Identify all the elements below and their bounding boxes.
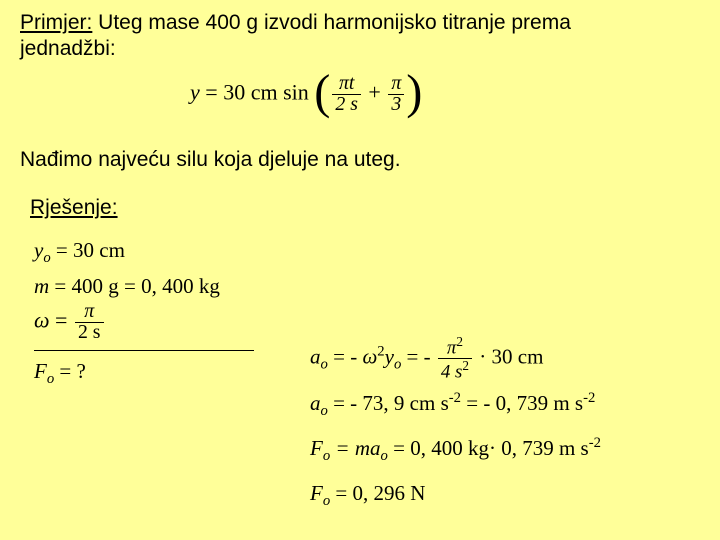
r2-rest-a: = - 73, 9 cm s	[333, 391, 449, 415]
divider	[34, 350, 254, 351]
y0-val: = 30 cm	[51, 238, 125, 262]
solution-label: Rješenje:	[30, 196, 700, 220]
r2-rest-b: = - 0, 739 m s	[466, 391, 583, 415]
r1-fnum: π	[447, 337, 456, 358]
page: Primjer: Uteg mase 400 g izvodi harmonij…	[0, 0, 720, 540]
eq-plus: +	[368, 79, 380, 104]
omega-den: 2 s	[75, 322, 104, 343]
fo-F: F	[34, 359, 47, 383]
r4-F: F	[310, 481, 323, 505]
task-line: Nađimo najveću silu koja djeluje na uteg…	[20, 148, 700, 172]
eq-frac2-den: 3	[388, 94, 404, 115]
omega-eq: =	[55, 307, 67, 332]
problem-line1: Uteg mase 400 g izvodi harmonijsko titra…	[92, 11, 571, 34]
eq-frac1: πt 2 s	[332, 74, 361, 115]
r1-omega: ω	[362, 345, 377, 369]
r1-y: y	[385, 345, 394, 369]
step-ao-value: ao = - 73, 9 cm s-2 = - 0, 739 m s-2	[310, 382, 601, 427]
r1-fden: 4 s	[441, 362, 463, 383]
omega-sym: ω	[34, 307, 50, 332]
problem-line2: jednadžbi:	[20, 37, 116, 60]
step-fo-formula: Fo = mao = 0, 400 kg· 0, 739 m s-2	[310, 427, 601, 472]
r4-rest: = 0, 296 N	[335, 481, 425, 505]
primjer-label: Primjer:	[20, 11, 92, 34]
r1-neg: -	[350, 345, 362, 369]
y0-sub: o	[43, 250, 50, 266]
eq-lhs: y	[190, 79, 200, 104]
r3-tail: = 0, 400 kg· 0, 739 m s	[393, 436, 589, 460]
m-val2: = 0, 400 kg	[119, 274, 220, 298]
r1-frac: π2 4 s2	[438, 335, 472, 382]
step-ao-formula: ao = - ω2yo = - π2 4 s2 · 30 cm	[310, 335, 601, 382]
eq-rhs-pre: 30 cm sin	[223, 79, 309, 104]
m-sym: m	[34, 274, 49, 298]
y0-sym: y	[34, 238, 43, 262]
r1-eq2: =	[407, 345, 424, 369]
r3-F: F	[310, 436, 323, 460]
step-fo-result: Fo = 0, 296 N	[310, 472, 601, 517]
fo-rest: = ?	[54, 359, 86, 383]
given-block: yo = 30 cm m = 400 g = 0, 400 kg	[34, 234, 700, 304]
solution-steps: ao = - ω2yo = - π2 4 s2 · 30 cm ao = - 7…	[310, 335, 601, 516]
eq-frac1-num: πt	[332, 74, 361, 94]
r1-eq1: =	[333, 345, 350, 369]
eq-frac2: π 3	[388, 74, 404, 115]
r3-mid: = ma	[335, 436, 380, 460]
eq-frac2-num: π	[388, 74, 404, 94]
omega-frac: π 2 s	[75, 302, 104, 343]
r1-tail: · 30 cm	[479, 345, 543, 369]
r2-a: a	[310, 391, 321, 415]
given-m: m = 400 g = 0, 400 kg	[34, 270, 700, 304]
eq-frac1-den: 2 s	[332, 94, 361, 115]
problem-statement: Primjer: Uteg mase 400 g izvodi harmonij…	[20, 10, 700, 63]
omega-num: π	[75, 302, 104, 322]
main-equation: y = 30 cm sin ( πt 2 s + π 3 )	[190, 67, 700, 122]
a-sym: a	[310, 345, 321, 369]
given-y0: yo = 30 cm	[34, 234, 700, 271]
m-val1: = 400 g	[49, 274, 119, 298]
